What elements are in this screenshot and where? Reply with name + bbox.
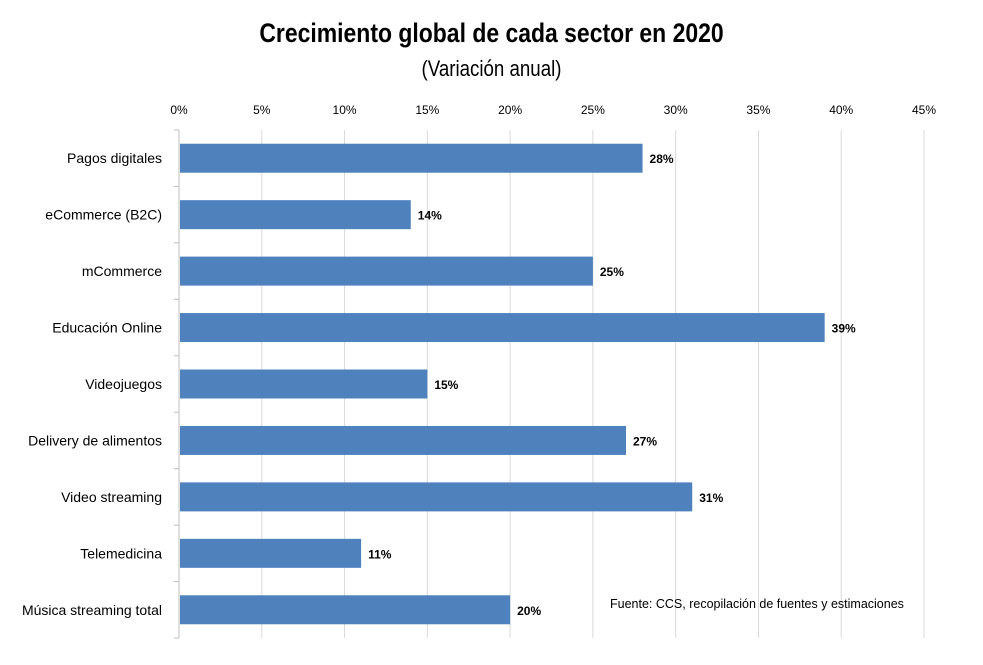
bar (180, 595, 511, 625)
category-label: Educación Online (52, 320, 162, 336)
x-tick-label: 0% (170, 103, 188, 117)
bar (180, 256, 593, 286)
category-label: Videojuegos (85, 376, 162, 392)
data-label: 31% (699, 491, 723, 505)
x-tick-label: 40% (829, 103, 853, 117)
category-label: Música streaming total (22, 602, 162, 618)
bar (180, 425, 626, 455)
x-tick-label: 15% (415, 103, 439, 117)
bar (180, 200, 411, 230)
bar (180, 313, 825, 343)
x-tick-label: 20% (498, 103, 522, 117)
bar (180, 143, 643, 173)
data-label: 25% (600, 265, 624, 279)
chart-title: Crecimiento global de cada sector en 202… (259, 18, 724, 48)
data-label: 15% (434, 378, 458, 392)
data-label: 28% (650, 152, 674, 166)
data-label: 11% (368, 547, 392, 561)
bar (180, 538, 362, 568)
bar (180, 369, 428, 399)
category-label: Pagos digitales (67, 150, 162, 166)
x-tick-label: 35% (746, 103, 770, 117)
x-tick-label: 30% (664, 103, 688, 117)
source-annotation: Fuente: CCS, recopilación de fuentes y e… (610, 597, 904, 611)
category-label: Video streaming (61, 489, 162, 505)
x-tick-label: 10% (333, 103, 357, 117)
data-label: 39% (832, 322, 856, 336)
chart-subtitle: (Variación anual) (421, 56, 562, 81)
data-label: 20% (517, 604, 541, 618)
category-label: Delivery de alimentos (28, 432, 162, 448)
bar (180, 482, 693, 512)
data-label: 14% (418, 209, 442, 223)
x-tick-label: 5% (253, 103, 271, 117)
x-tick-label: 45% (912, 103, 936, 117)
x-tick-label: 25% (581, 103, 605, 117)
data-label: 27% (633, 434, 657, 448)
category-label: eCommerce (B2C) (45, 207, 162, 223)
category-label: mCommerce (82, 263, 162, 279)
category-label: Telemedicina (80, 545, 162, 561)
